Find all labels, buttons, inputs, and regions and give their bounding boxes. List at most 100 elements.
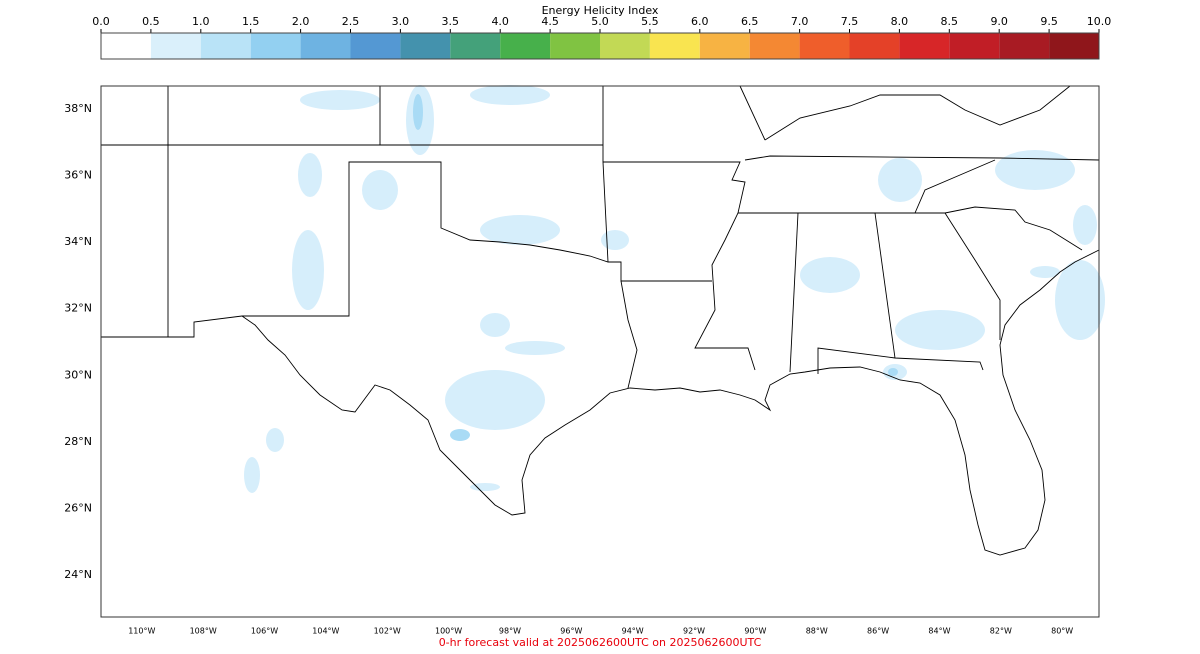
coastline bbox=[241, 249, 1100, 556]
lat-label: 28°N bbox=[64, 435, 92, 448]
colorbar-tick-label: 10.0 bbox=[1087, 15, 1112, 28]
colorbar-tick-label: 4.0 bbox=[491, 15, 509, 28]
field-area bbox=[505, 341, 565, 355]
colorbar-bin bbox=[200, 33, 251, 59]
lat-label: 36°N bbox=[64, 169, 92, 182]
colorbar-tick-label: 2.0 bbox=[292, 15, 310, 28]
lon-label: 94°W bbox=[622, 627, 644, 636]
colorbar-tick-label: 3.0 bbox=[392, 15, 410, 28]
colorbar: 0.0 0.5 1.0 1.5 2.0 2.5 3.0 3.5 4.0 4.5 5.0 5.5 6.0 6… bbox=[92, 15, 1111, 59]
field-area bbox=[888, 368, 898, 376]
footer: 0-hr forecast valid at 2025062600UTC on … bbox=[439, 636, 762, 649]
colorbar-bin bbox=[350, 33, 401, 59]
colorbar-tick-label: 7.5 bbox=[841, 15, 859, 28]
field-area bbox=[445, 370, 545, 430]
field-area bbox=[298, 153, 322, 197]
field-area bbox=[878, 158, 922, 202]
lon-label: 96°W bbox=[560, 627, 582, 636]
field-area bbox=[1073, 205, 1097, 245]
colorbar-tick-label: 3.5 bbox=[442, 15, 460, 28]
colorbar-tick-label: 1.0 bbox=[192, 15, 210, 28]
field-area bbox=[895, 310, 985, 350]
state-border bbox=[620, 85, 1100, 389]
colorbar-bin bbox=[649, 33, 700, 59]
colorbar-bin bbox=[150, 33, 201, 59]
field-area bbox=[292, 230, 324, 310]
field-area bbox=[800, 257, 860, 293]
colorbar-tick-label: 0.0 bbox=[92, 15, 110, 28]
colorbar-bin bbox=[799, 33, 850, 59]
map-field bbox=[244, 85, 1105, 493]
lon-label: 90°W bbox=[744, 627, 766, 636]
lat-label: 24°N bbox=[64, 568, 92, 581]
lon-label: 88°W bbox=[806, 627, 828, 636]
field-area bbox=[413, 94, 423, 130]
colorbar-bin bbox=[450, 33, 501, 59]
colorbar-tick-label: 1.5 bbox=[242, 15, 260, 28]
colorbar-tick-label: 7.0 bbox=[791, 15, 809, 28]
field-area bbox=[601, 230, 629, 250]
lon-label: 106°W bbox=[251, 627, 278, 636]
field-area bbox=[470, 483, 500, 491]
lat-label: 38°N bbox=[64, 102, 92, 115]
lat-label: 34°N bbox=[64, 235, 92, 248]
colorbar-tick-label: 2.5 bbox=[342, 15, 360, 28]
lat-label: 30°N bbox=[64, 368, 92, 381]
field-area bbox=[244, 457, 260, 493]
colorbar-bin bbox=[300, 33, 351, 59]
lon-label: 108°W bbox=[190, 627, 217, 636]
colorbar-tick-label: 6.0 bbox=[691, 15, 709, 28]
field-area bbox=[1030, 266, 1060, 278]
colorbar-bin bbox=[749, 33, 800, 59]
colorbar-bin bbox=[600, 33, 650, 59]
colorbar-bin bbox=[400, 33, 451, 59]
colorbar-tick-label: 8.5 bbox=[941, 15, 959, 28]
field-area bbox=[450, 429, 470, 441]
field-area bbox=[480, 215, 560, 245]
lat-label: 32°N bbox=[64, 302, 92, 315]
lon-label: 92°W bbox=[683, 627, 705, 636]
colorbar-tick-label: 6.5 bbox=[741, 15, 759, 28]
colorbar-bin bbox=[250, 33, 301, 59]
field-area bbox=[480, 313, 510, 337]
colorbar-tick-label: 5.5 bbox=[641, 15, 659, 28]
lat-label: 26°N bbox=[64, 501, 92, 514]
lon-label: 102°W bbox=[374, 627, 401, 636]
colorbar-bin bbox=[899, 33, 950, 59]
state-border bbox=[167, 86, 712, 338]
colorbar-bin bbox=[500, 33, 551, 59]
lon-label: 100°W bbox=[435, 627, 462, 636]
colorbar-tick-label: 5.0 bbox=[591, 15, 609, 28]
lon-label: 104°W bbox=[312, 627, 339, 636]
colorbar-bin bbox=[101, 33, 151, 59]
colorbar-bin bbox=[550, 33, 600, 59]
lat-labels: 38°N 36°N 34°N 32°N 30°N 28°N 26°N 24°N bbox=[64, 102, 92, 581]
colorbar-bin bbox=[1049, 33, 1099, 59]
field-area bbox=[300, 90, 380, 110]
lon-label: 82°W bbox=[990, 627, 1012, 636]
lon-label: 98°W bbox=[499, 627, 521, 636]
colorbar-bin bbox=[699, 33, 750, 59]
colorbar-tick-label: 9.5 bbox=[1040, 15, 1058, 28]
lon-label: 84°W bbox=[928, 627, 950, 636]
state-border bbox=[101, 86, 756, 371]
map-frame bbox=[100, 85, 1100, 618]
colorbar-bin bbox=[999, 33, 1050, 59]
colorbar-bin bbox=[949, 33, 1000, 59]
borders bbox=[101, 85, 1100, 556]
lon-label: 86°W bbox=[867, 627, 889, 636]
lon-label: 80°W bbox=[1051, 627, 1073, 636]
lon-labels: 110°W 108°W 106°W 104°W 102°W 100°W 98°W 96°W 94… bbox=[128, 627, 1073, 636]
lon-label: 110°W bbox=[128, 627, 155, 636]
colorbar-tick-label: 4.5 bbox=[541, 15, 559, 28]
field-area bbox=[1055, 260, 1105, 340]
colorbar-bin bbox=[849, 33, 900, 59]
field-area bbox=[362, 170, 398, 210]
colorbar-tick-label: 8.0 bbox=[891, 15, 909, 28]
colorbar-title: Energy Helicity Index bbox=[542, 4, 659, 17]
colorbar-tick-label: 0.5 bbox=[142, 15, 160, 28]
colorbar-frame bbox=[100, 32, 1100, 60]
field-area bbox=[266, 428, 284, 452]
field-area bbox=[470, 85, 550, 105]
